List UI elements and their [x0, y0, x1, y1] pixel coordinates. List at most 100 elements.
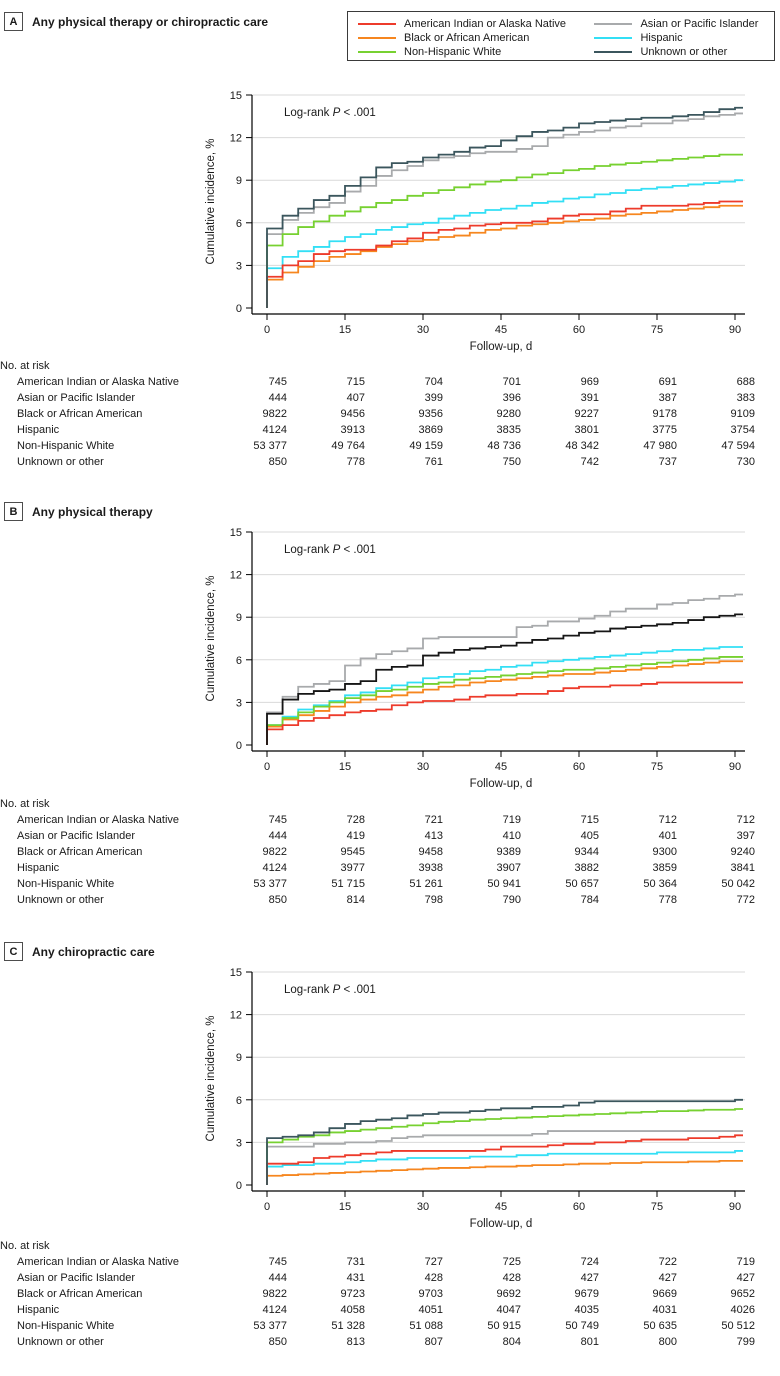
- risk-value: 722: [658, 1256, 677, 1268]
- risk-value: 50 512: [721, 1320, 755, 1332]
- series-line-unknown-or-other: [266, 613, 743, 745]
- risk-value: 419: [346, 830, 365, 842]
- x-tick-label: 90: [729, 324, 741, 336]
- y-tick-label: 3: [236, 1137, 242, 1149]
- risk-value: 50 657: [565, 878, 599, 890]
- risk-value: 701: [502, 376, 521, 388]
- risk-value: 4026: [730, 1304, 755, 1316]
- risk-value: 704: [424, 376, 443, 388]
- risk-table-panel-b: No. at risk American Indian or Alaska Na…: [0, 796, 780, 908]
- x-tick-label: 60: [573, 1201, 585, 1213]
- risk-value: 721: [424, 814, 443, 826]
- x-tick-label: 45: [495, 761, 507, 773]
- series-line-unknown-or-other: [266, 1098, 743, 1185]
- risk-value: 397: [736, 830, 755, 842]
- x-tick-label: 75: [651, 761, 663, 773]
- chart-panel-b: 0 3 6 9 12 15 0 15 30 45 60 75 90 Follow-up, d Cumulat…: [205, 527, 745, 790]
- risk-value: 3882: [574, 862, 599, 874]
- risk-table-header: No. at risk: [0, 1240, 50, 1252]
- risk-row-label: Black or African American: [17, 846, 143, 858]
- risk-value: 410: [502, 830, 521, 842]
- risk-value: 691: [658, 376, 677, 388]
- y-tick-label: 15: [230, 527, 242, 539]
- series-line-black-or-african-american: [266, 204, 743, 308]
- y-tick-label: 9: [236, 175, 242, 187]
- risk-row-label: Asian or Pacific Islander: [17, 1272, 135, 1284]
- panel-b-header: B Any physical therapy: [4, 502, 153, 521]
- legend-item-hispanic: Hispanic: [594, 32, 774, 44]
- x-tick-label: 90: [729, 1201, 741, 1213]
- risk-value: 4051: [418, 1304, 443, 1316]
- risk-value: 9692: [496, 1288, 521, 1300]
- risk-row-label: Unknown or other: [17, 1336, 104, 1348]
- risk-value: 9679: [574, 1288, 599, 1300]
- risk-value: 50 749: [565, 1320, 599, 1332]
- logrank-annotation: Log-rank P < .001: [284, 984, 376, 996]
- y-tick-label: 6: [236, 218, 242, 230]
- legend-label: American Indian or Alaska Native: [404, 18, 567, 30]
- risk-value: 3869: [418, 424, 443, 436]
- risk-value: 444: [268, 1272, 287, 1284]
- risk-value: 9723: [340, 1288, 365, 1300]
- risk-value: 712: [658, 814, 677, 826]
- x-tick-label: 45: [495, 1201, 507, 1213]
- risk-value: 9227: [574, 408, 599, 420]
- risk-value: 50 941: [487, 878, 521, 890]
- risk-value: 3775: [652, 424, 677, 436]
- y-tick-label: 15: [230, 90, 242, 102]
- risk-value: 801: [580, 1336, 599, 1348]
- risk-value: 4047: [496, 1304, 521, 1316]
- risk-value: 712: [736, 814, 755, 826]
- risk-value: 51 328: [331, 1320, 365, 1332]
- risk-row-label: Unknown or other: [17, 894, 104, 906]
- series-line-black-or-african-american: [266, 1159, 743, 1185]
- risk-row-label: Non-Hispanic White: [17, 878, 115, 890]
- series-line-non-hispanic-white: [266, 656, 743, 745]
- risk-table-panel-a: No. at risk American Indian or Alaska Na…: [0, 358, 780, 470]
- risk-row-label: Black or African American: [17, 1288, 143, 1300]
- series-line-asian-or-pacific-islander: [266, 112, 743, 308]
- risk-value: 731: [346, 1256, 365, 1268]
- x-tick-label: 75: [651, 1201, 663, 1213]
- series-line-asian-or-pacific-islander: [266, 1130, 743, 1185]
- risk-value: 799: [736, 1336, 755, 1348]
- risk-value: 405: [580, 830, 599, 842]
- risk-value: 427: [658, 1272, 677, 1284]
- risk-row-label: Hispanic: [17, 1304, 60, 1316]
- risk-value: 51 715: [331, 878, 365, 890]
- legend-line-swatch: [594, 36, 633, 40]
- panel-a-header: A Any physical therapy or chiropractic c…: [4, 12, 268, 31]
- risk-value: 850: [268, 1336, 287, 1348]
- risk-value: 407: [346, 392, 365, 404]
- x-tick-label: 60: [573, 324, 585, 336]
- risk-value: 715: [346, 376, 365, 388]
- risk-value: 4058: [340, 1304, 365, 1316]
- risk-value: 9545: [340, 846, 365, 858]
- risk-value: 715: [580, 814, 599, 826]
- risk-value: 427: [580, 1272, 599, 1284]
- x-tick-label: 30: [417, 761, 429, 773]
- risk-value: 3835: [496, 424, 521, 436]
- risk-value: 9280: [496, 408, 521, 420]
- risk-row-label: Hispanic: [17, 424, 60, 436]
- risk-row-label: Black or African American: [17, 408, 143, 420]
- risk-value: 47 594: [721, 440, 755, 452]
- risk-value: 725: [502, 1256, 521, 1268]
- risk-value: 9652: [730, 1288, 755, 1300]
- risk-value: 737: [658, 456, 677, 468]
- risk-value: 778: [346, 456, 365, 468]
- risk-value: 688: [736, 376, 755, 388]
- risk-row-label: Non-Hispanic White: [17, 1320, 115, 1332]
- legend-label: Black or African American: [404, 32, 530, 44]
- risk-value: 9703: [418, 1288, 443, 1300]
- panel-a-title: Any physical therapy or chiropractic car…: [32, 14, 269, 29]
- panel-b-title: Any physical therapy: [32, 504, 153, 519]
- risk-value: 3859: [652, 862, 677, 874]
- x-tick-label: 45: [495, 324, 507, 336]
- x-tick-label: 15: [339, 324, 351, 336]
- risk-value: 50 635: [643, 1320, 677, 1332]
- series-line-non-hispanic-white: [266, 153, 743, 308]
- risk-value: 391: [580, 392, 599, 404]
- risk-value: 719: [736, 1256, 755, 1268]
- risk-row-label: Unknown or other: [17, 456, 104, 468]
